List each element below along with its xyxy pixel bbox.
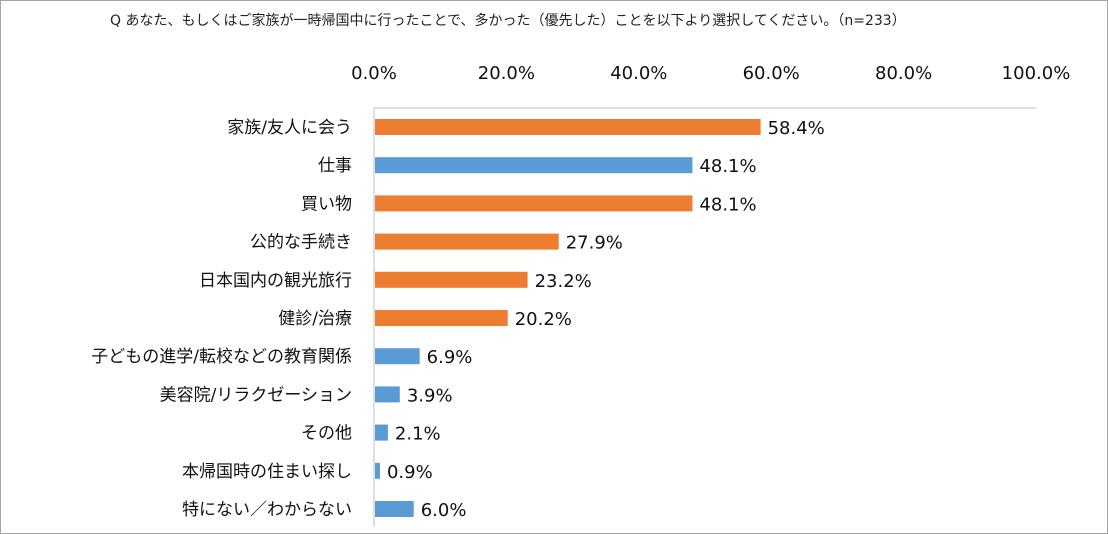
category-label: 公的な手続き [250,233,352,253]
category-label: 家族/友人に会う [227,118,352,138]
x-tick-label: 100.0% [1002,63,1071,84]
value-label: 6.9% [427,347,473,368]
bar [375,157,693,174]
category-label: 健診/治療 [278,309,352,329]
value-label: 0.9% [387,462,433,483]
bar [375,424,388,441]
value-label: 23.2% [535,271,592,292]
category-label: 仕事 [318,156,352,176]
value-label: 58.4% [768,118,825,139]
x-tick-label: 60.0% [743,63,800,84]
x-tick-label: 40.0% [610,63,667,84]
x-tick-label: 20.0% [478,63,535,84]
bar [375,271,528,288]
bar [375,462,380,479]
bars-group: 家族/友人に会う 58.4% 仕事 48.1% 買い物 48.1% 公的な手続き 27.9% 日… [91,118,825,521]
value-label: 48.1% [699,156,756,177]
category-label: 子どもの進学/転校などの教育関係 [91,347,352,367]
x-tick-label: 80.0% [875,63,932,84]
category-label: 日本国内の観光旅行 [199,271,352,291]
bar [375,310,508,326]
value-label: 20.2% [515,309,572,330]
category-label: 美容院/リラクゼーション [160,385,352,405]
question-text: Q あなた、もしくはご家族が一時帰国中に行ったことで、多かった（優先した）ことを… [110,13,906,29]
bar [375,501,414,517]
value-label: 2.1% [395,424,441,445]
value-label: 6.0% [421,500,467,521]
bar [375,119,761,135]
category-label: 本帰国時の住まい探し [182,462,352,482]
x-axis-ticks: 0.0% 20.0% 40.0% 60.0% 80.0% 100.0% [351,63,1070,84]
bar [375,348,420,365]
bar [375,233,559,250]
category-label: その他 [301,424,352,444]
value-label: 48.1% [699,194,756,215]
bar [375,386,400,403]
category-label: 買い物 [301,194,352,214]
category-label: 特にない／わからない [182,500,352,520]
bar [375,195,693,212]
value-label: 27.9% [566,233,623,254]
value-label: 3.9% [407,385,453,406]
x-tick-label: 0.0% [351,63,397,84]
